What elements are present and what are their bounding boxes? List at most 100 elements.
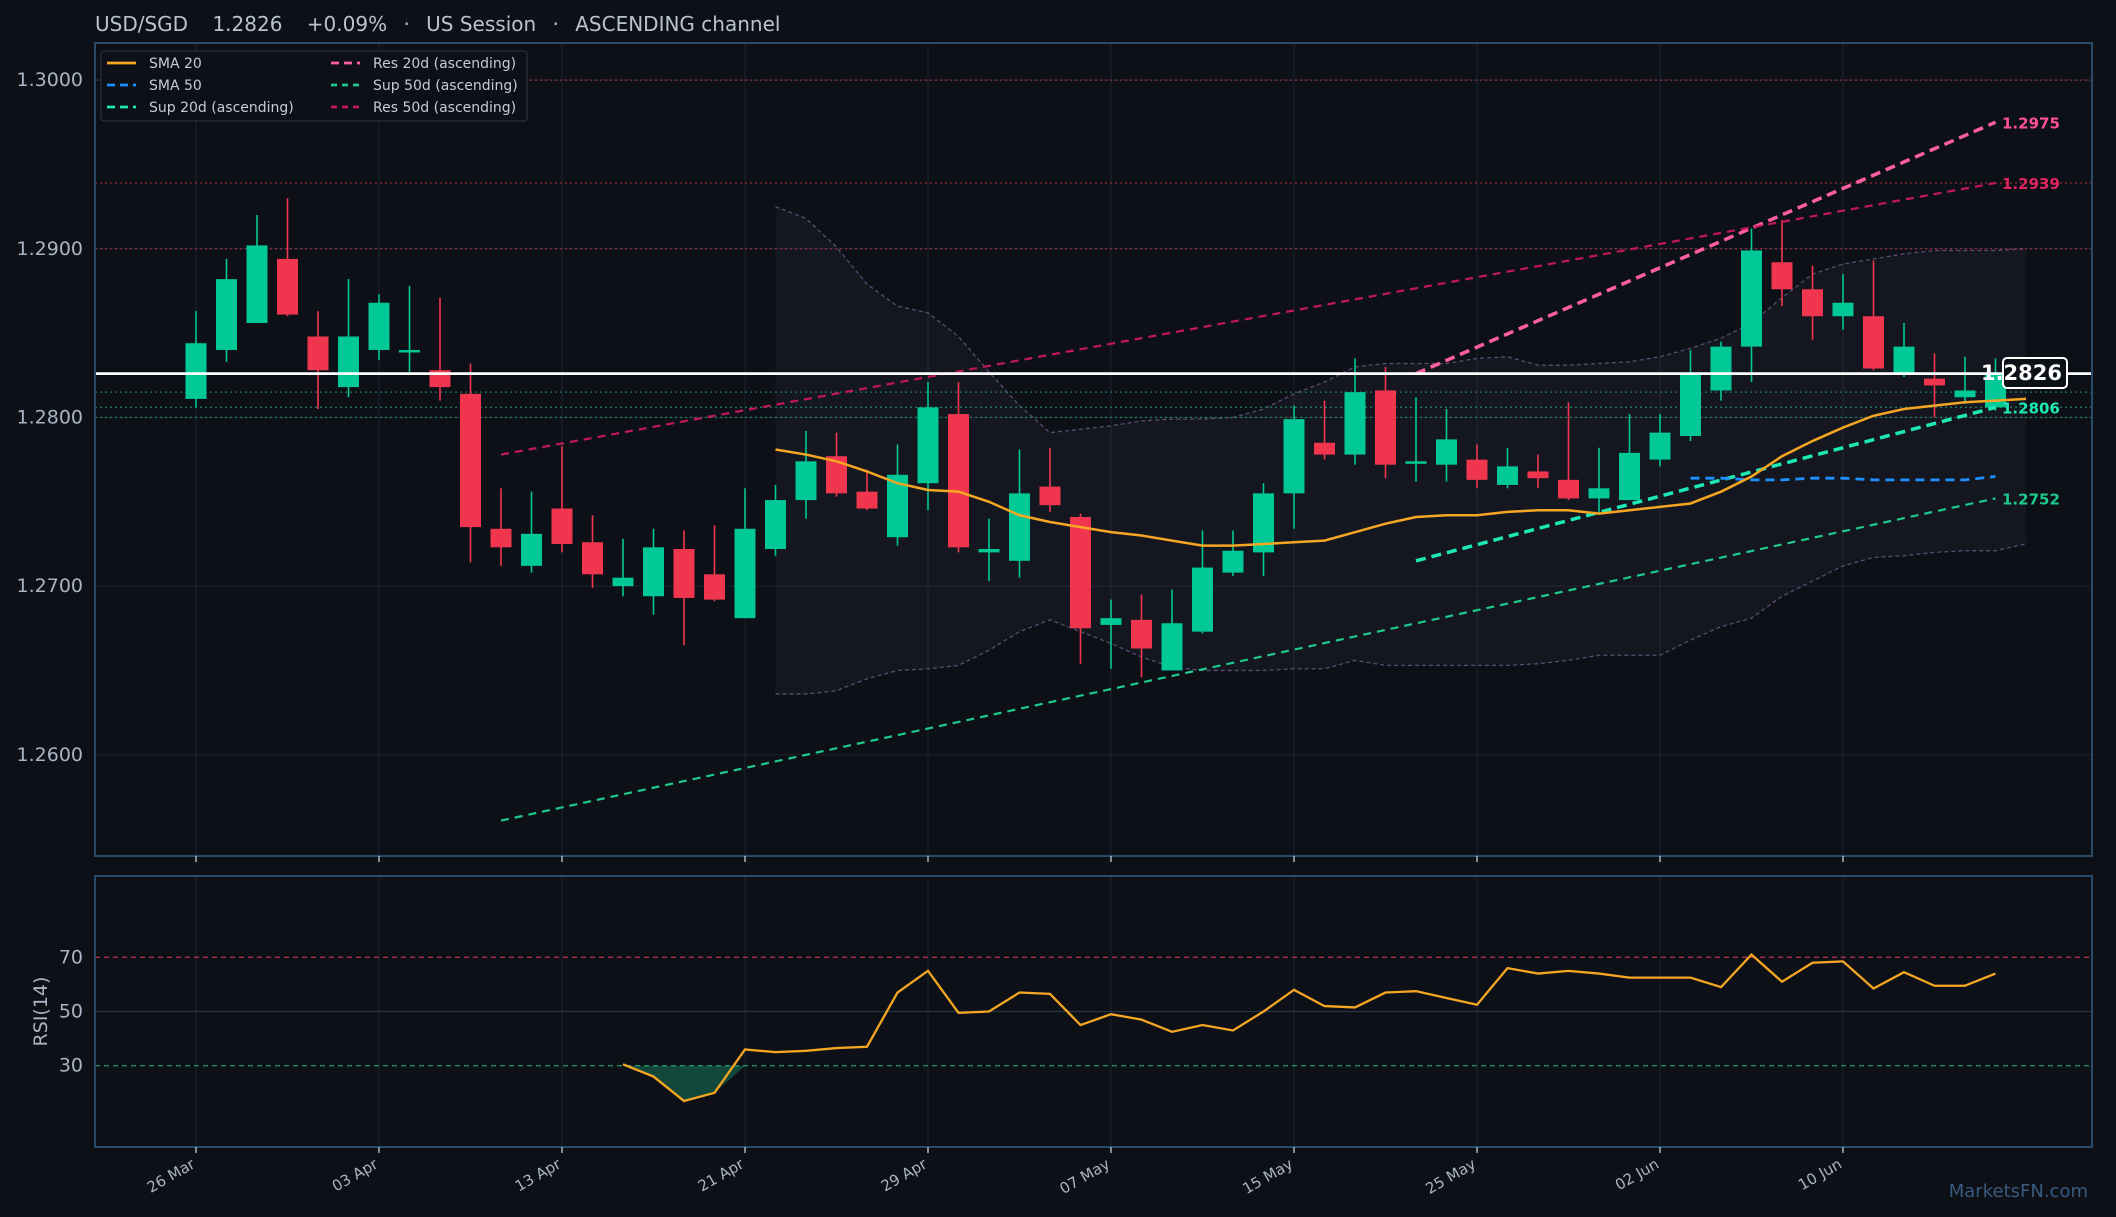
level-label: 1.2975: [2002, 114, 2060, 132]
candle-body: [521, 533, 542, 566]
candle-body: [1893, 346, 1915, 374]
sma50-line: [1690, 475, 1996, 482]
candle-body: [582, 542, 603, 575]
candle-body: [338, 336, 359, 388]
candle-body: [643, 547, 664, 597]
candle-body: [1527, 471, 1549, 479]
sma20-line: [775, 397, 2027, 547]
current-price-box: [2002, 357, 2068, 389]
legend-label: Sup 20d (ascending): [149, 100, 294, 116]
rsi-tick-label: 30: [59, 1055, 83, 1077]
candle-body: [185, 343, 207, 399]
legend-label: Sup 50d (ascending): [373, 78, 518, 94]
header-change: +0.09%: [307, 12, 387, 36]
candle-body: [1710, 346, 1732, 391]
candle-body: [1954, 390, 1976, 398]
candle-body: [1741, 250, 1762, 347]
candle-body: [1253, 493, 1274, 553]
price-panel: 1.3000 1.2900 1.2800 1.2700 1.2600 1.2975 1.29…: [17, 42, 2093, 862]
legend-box: [100, 50, 528, 122]
rsi-axis-label: RSI(14): [30, 977, 52, 1047]
header-separator: ·: [403, 12, 409, 36]
candle-body: [1466, 459, 1488, 480]
trendline: [500, 181, 1996, 456]
candle-body: [216, 279, 237, 350]
rsi-oversold-fill: [653, 1065, 684, 1101]
candle-body: [1588, 488, 1610, 499]
header-separator: ·: [553, 12, 559, 36]
current-price-tag: 1.2826: [1981, 357, 2068, 389]
candle-body: [734, 528, 756, 619]
candle-body: [460, 393, 481, 528]
trendline: [500, 497, 1996, 822]
candle-body: [1100, 618, 1122, 625]
trendline: [1415, 120, 1997, 376]
price-panel-frame: [94, 42, 2093, 857]
rsi-oversold-fill: [684, 1065, 715, 1101]
candle-body: [1649, 432, 1671, 460]
candle-body: [1192, 567, 1213, 632]
y-tick-label: 1.2900: [17, 238, 83, 260]
candle-body: [856, 491, 878, 509]
candle-body: [399, 349, 420, 353]
level-label: 1.2939: [2002, 175, 2060, 193]
candle-body: [1985, 373, 2006, 408]
chart-header: USD/SGD 1.2826 +0.09% · US Session · ASC…: [95, 12, 780, 36]
candle-body: [887, 474, 908, 538]
candle-body: [704, 574, 725, 600]
candle-body: [1009, 493, 1030, 561]
header-price: 1.2826: [212, 12, 282, 36]
current-price-label: 1.2826: [1981, 361, 2062, 385]
candle-body: [307, 336, 329, 371]
y-tick-label: 1.3000: [17, 69, 83, 91]
rsi-line: [622, 952, 1996, 1103]
candle-body: [1161, 623, 1183, 671]
header-session: US Session: [426, 12, 536, 36]
y-tick-label: 1.2700: [17, 575, 83, 597]
candle-body: [1863, 316, 1884, 369]
candle-body: [1222, 550, 1244, 573]
trendline: [1415, 405, 1996, 563]
candle-body: [1680, 373, 1701, 437]
candle-body: [1131, 619, 1152, 649]
y-tick-label: 1.2600: [17, 744, 83, 766]
header-pair: USD/SGD: [95, 12, 188, 36]
candle-body: [1497, 466, 1518, 485]
chart-legend: SMA 20 SMA 50 Sup 20d (ascending) Res 20d (…: [100, 50, 528, 122]
candle-body: [765, 500, 786, 550]
candle-body: [1405, 461, 1427, 464]
candle-body: [1039, 486, 1061, 506]
legend-label: SMA 20: [149, 56, 202, 72]
candle-body: [246, 245, 268, 323]
candle-body: [551, 508, 573, 544]
candle-body: [948, 414, 969, 548]
candle-body: [826, 456, 847, 494]
candle-body: [1802, 289, 1823, 317]
y-tick-label: 1.2800: [17, 406, 83, 428]
header-channel: ASCENDING channel: [575, 12, 780, 36]
level-label: 1.2752: [2002, 490, 2060, 508]
rsi-tick-label: 70: [59, 946, 83, 968]
candle-body: [795, 461, 817, 501]
candle-body: [1619, 452, 1640, 501]
level-label: 1.2806: [2002, 399, 2060, 417]
candle-body: [1924, 378, 1945, 386]
watermark: MarketsFN.com: [1949, 1181, 2088, 1202]
candle-body: [1436, 439, 1457, 465]
candle-body: [1375, 390, 1396, 465]
candle-body: [917, 407, 939, 484]
rsi-tick-label: 50: [59, 1001, 83, 1023]
candle-body: [1070, 516, 1091, 629]
legend-label: SMA 50: [149, 78, 202, 94]
candle-body: [612, 577, 634, 587]
bollinger-lower-line: [775, 543, 2027, 695]
legend-label: Res 50d (ascending): [373, 100, 516, 116]
candle-body: [1832, 302, 1854, 317]
candle-body: [978, 549, 1000, 553]
candle-body: [1283, 419, 1305, 494]
rsi-panel-frame: [94, 875, 2093, 1148]
candle-body: [277, 258, 298, 315]
candle-body: [490, 528, 512, 548]
candle-body: [1344, 392, 1366, 455]
